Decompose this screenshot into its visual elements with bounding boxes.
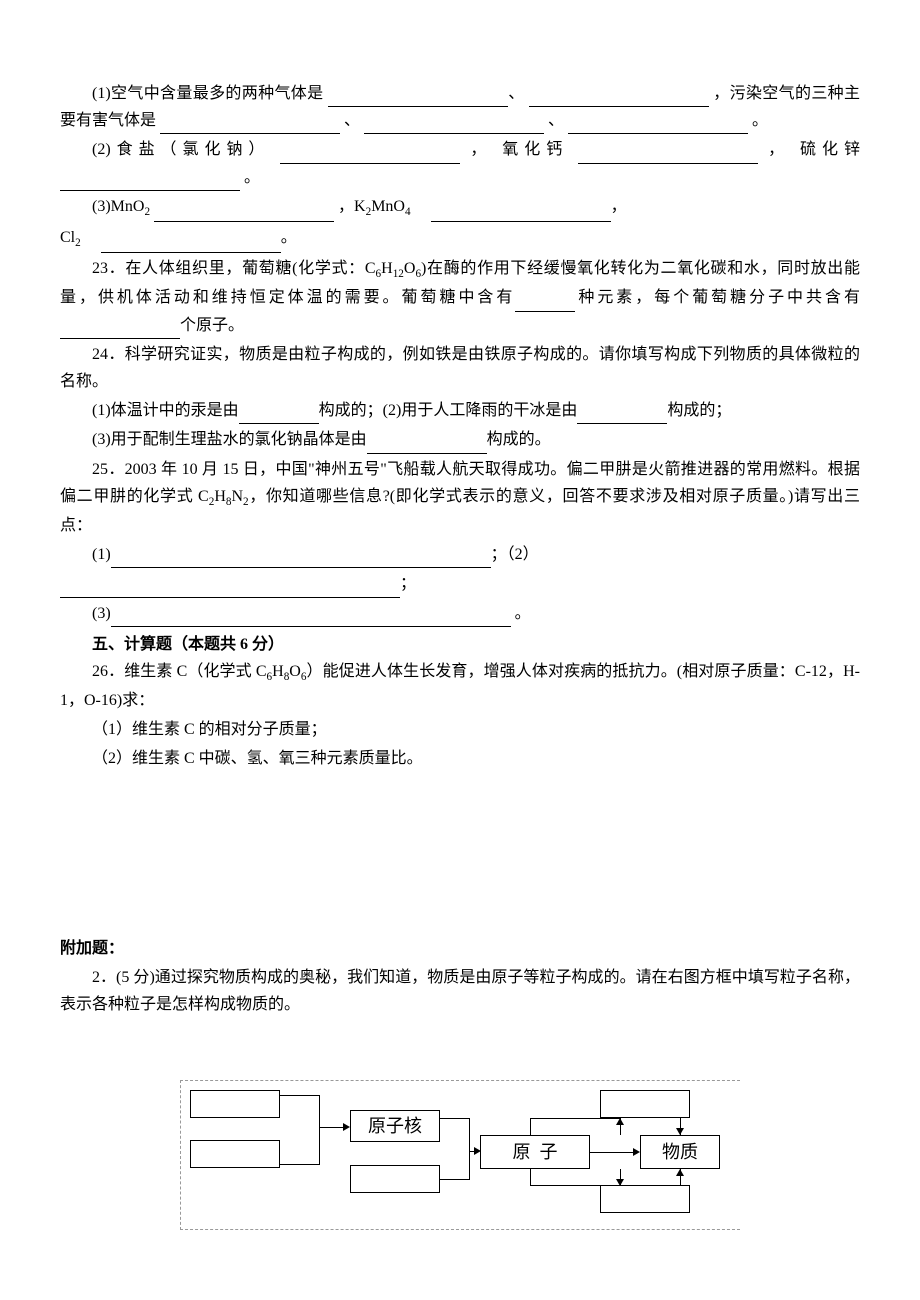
spacer xyxy=(60,855,860,935)
box-bottom-left xyxy=(190,1140,280,1168)
q22-sub2-mid2: ， 硫化锌 xyxy=(768,141,860,158)
q22-sub3-mid1b: MnO xyxy=(371,198,405,215)
arrow-head-icon xyxy=(616,1118,624,1125)
blank xyxy=(568,115,748,134)
q24-sub3-end: 构成的。 xyxy=(487,431,551,448)
document-content: (1)空气中含量最多的两种气体是 、 ，污染空气的三种主要有害气体是 、 、 。… xyxy=(60,80,860,1250)
q22-sub2-prefix: (2)食盐（氯化钠） xyxy=(92,141,270,158)
blank xyxy=(160,115,340,134)
bracket-left xyxy=(280,1095,320,1165)
q25-sub2: ； xyxy=(60,570,860,597)
spacer xyxy=(60,775,860,855)
box-top-left xyxy=(190,1090,280,1118)
q23: 23．在人体组织里，葡萄糖(化学式：C6H12O6)在酶的作用下经缓慢氧化转化为… xyxy=(60,255,860,339)
blank xyxy=(515,292,575,311)
extra-title: 附加题： xyxy=(60,935,860,962)
arrow-line xyxy=(530,1118,531,1135)
blank xyxy=(364,115,544,134)
blank xyxy=(60,578,400,597)
blank xyxy=(577,405,667,424)
q22-sub3-mid2: Cl xyxy=(60,229,75,246)
diagram-container: 原子核 原子 xyxy=(60,1070,860,1250)
q22-sub1-prefix: (1)空气中含量最多的两种气体是 xyxy=(92,85,323,102)
q22-sub3-mid1: ，K xyxy=(338,198,366,215)
q24-sub1-text: (1)体温计中的汞是由 xyxy=(92,402,239,419)
q23-num: 23． xyxy=(92,260,125,277)
q24-text1: 科学研究证实，物质是由粒子构成的，例如铁是由铁原子构成的。请你填写构成下列物质的… xyxy=(60,346,860,390)
blank xyxy=(60,320,180,339)
arrow-head-icon xyxy=(676,1169,684,1176)
q25: 25．2003 年 10 月 15 日，中国"神州五号"飞船载人航天取得成功。偏… xyxy=(60,456,860,540)
box-empty-bottom xyxy=(350,1165,440,1193)
q25-sub1-label: (1) xyxy=(92,546,111,563)
box-matter: 物质 xyxy=(640,1135,720,1169)
q25-text1c: N xyxy=(231,488,243,505)
q26-text1b: H xyxy=(272,663,284,680)
q22-sub3-cont: Cl2 。 xyxy=(60,224,860,253)
arrow-head-icon xyxy=(676,1128,684,1135)
q24-sub1: (1)体温计中的汞是由 构成的；(2)用于人工降雨的干冰是由 构成的； xyxy=(60,397,860,424)
box-bottom-right xyxy=(600,1185,690,1213)
q26: 26．维生素 C（化学式 C6H8O6）能促进人体生长发育，增强人体对疾病的抵抗… xyxy=(60,658,860,714)
q26-text1: 维生素 C（化学式 C xyxy=(124,663,266,680)
q25-sub3: (3) 。 xyxy=(60,600,860,627)
q26-sub1: （1）维生素 C 的相对分子质量； xyxy=(60,716,860,743)
sub-2: 2 xyxy=(144,206,150,218)
bracket-right xyxy=(440,1118,470,1180)
q22-sub2-mid1: ， 氧化钙 xyxy=(470,141,568,158)
arrow-head-icon xyxy=(343,1123,350,1131)
blank xyxy=(578,144,758,163)
q23-text1c: O xyxy=(404,260,416,277)
sub-12: 12 xyxy=(393,268,404,280)
spacer xyxy=(60,1020,860,1040)
q23-text1b: H xyxy=(381,260,393,277)
q24-sub3: (3)用于配制生理盐水的氯化钠晶体是由 构成的。 xyxy=(60,426,860,453)
q25-sub1-tail: ；（2） xyxy=(491,546,539,563)
q25-text1b: H xyxy=(214,488,226,505)
arrow-line xyxy=(590,1152,635,1153)
q23-text1: 在人体组织里，葡萄糖(化学式：C xyxy=(125,260,375,277)
q25-num: 25． xyxy=(92,461,125,478)
blank xyxy=(367,434,487,453)
blank xyxy=(101,234,281,253)
q24-sub1-mid: 构成的；(2)用于人工降雨的干冰是由 xyxy=(319,402,578,419)
section5-title: 五、计算题（本题共 6 分） xyxy=(60,631,860,658)
sub-2: 2 xyxy=(75,237,81,249)
q24-sub3-text: (3)用于配制生理盐水的氯化钠晶体是由 xyxy=(92,431,367,448)
q25-sub2-tail: ； xyxy=(400,575,416,592)
box-atom: 原子 xyxy=(480,1135,590,1169)
particle-diagram: 原子核 原子 xyxy=(180,1070,740,1250)
blank xyxy=(154,203,334,222)
blank xyxy=(111,608,511,627)
q26-num: 26． xyxy=(92,663,124,680)
q24-sub1-end: 构成的； xyxy=(667,402,731,419)
blank xyxy=(111,549,491,568)
q22-sub1: (1)空气中含量最多的两种气体是 、 ，污染空气的三种主要有害气体是 、 、 。 xyxy=(60,80,860,134)
arrow-line xyxy=(530,1169,531,1185)
blank xyxy=(529,88,709,107)
arrow-line xyxy=(320,1127,345,1128)
arrow-line xyxy=(530,1118,620,1119)
q23-text2: 种元素，每个葡萄糖分子中共含有 xyxy=(575,289,860,306)
blank xyxy=(60,172,240,191)
q24: 24．科学研究证实，物质是由粒子构成的，例如铁是由铁原子构成的。请你填写构成下列… xyxy=(60,341,860,395)
box-nucleus: 原子核 xyxy=(350,1110,440,1142)
blank xyxy=(328,88,508,107)
q26-sub2: （2）维生素 C 中碳、氢、氧三种元素质量比。 xyxy=(60,745,860,772)
q22-sub2: (2)食盐（氯化钠） ， 氧化钙 ， 硫化锌 。 xyxy=(60,136,860,190)
q22-sub3-prefix: (3)MnO xyxy=(92,198,144,215)
q24-num: 24． xyxy=(92,346,125,363)
q22-sub3: (3)MnO2 ，K2MnO4 ， xyxy=(60,193,860,222)
blank xyxy=(239,405,319,424)
box-top-right xyxy=(600,1090,690,1118)
q25-sub3-label: (3) xyxy=(92,605,111,622)
blank xyxy=(280,144,460,163)
sub-4: 4 xyxy=(405,206,411,218)
q25-sub1: (1) ；（2） xyxy=(60,541,860,568)
blank xyxy=(431,203,611,222)
arrow-head-icon xyxy=(633,1148,640,1156)
q23-text3: 个原子。 xyxy=(180,317,244,334)
extra-text: 2．(5 分)通过探究物质构成的奥秘，我们知道，物质是由原子等粒子构成的。请在右… xyxy=(60,964,860,1018)
q26-text1c: O xyxy=(289,663,301,680)
